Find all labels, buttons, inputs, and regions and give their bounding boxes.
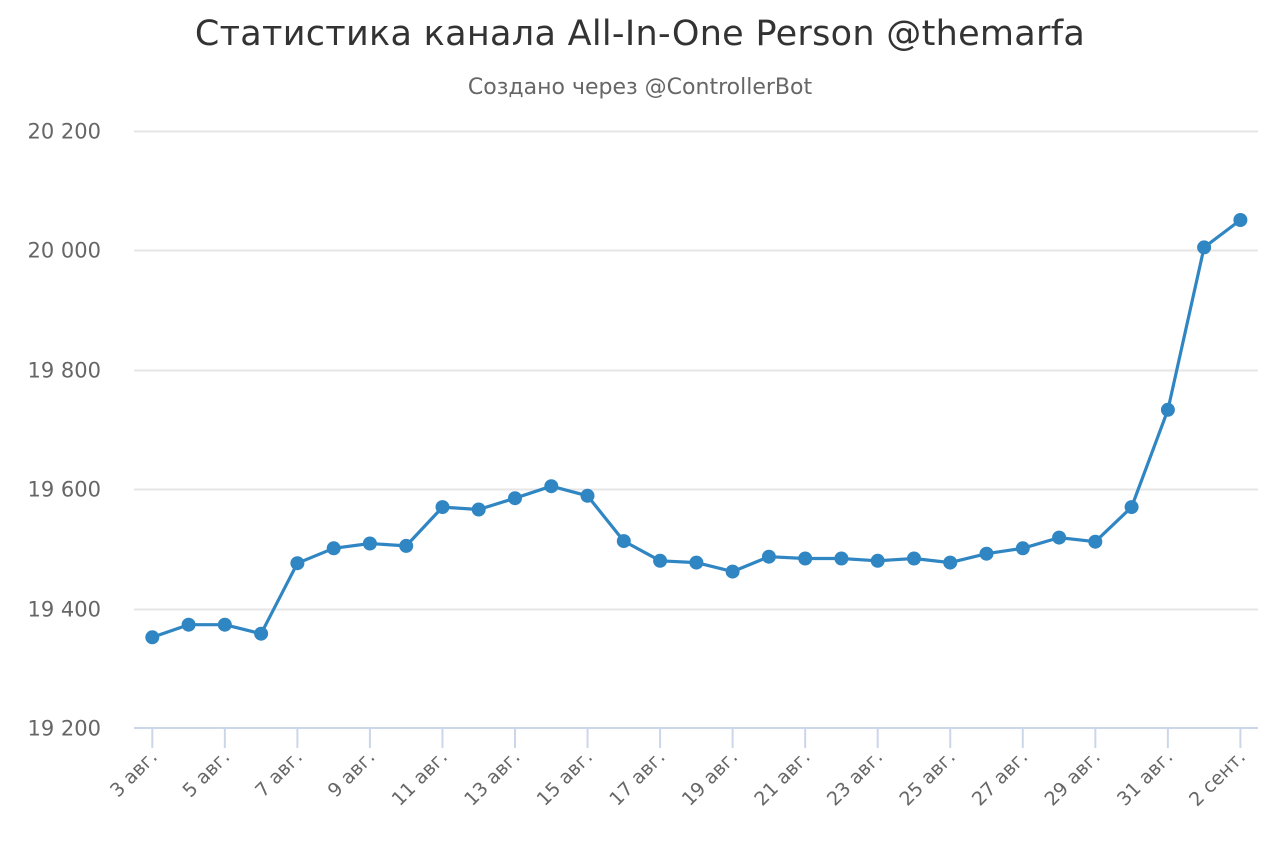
gridlines: [134, 130, 1258, 611]
series-markers: [145, 213, 1248, 645]
x-tick-label: 17 авг.: [605, 746, 669, 810]
data-point-marker[interactable]: [653, 553, 668, 568]
data-point-marker[interactable]: [761, 549, 776, 564]
x-tick-label: 3 авг.: [106, 746, 162, 802]
x-tick-label: 29 авг.: [1040, 746, 1104, 810]
x-tick-label: 27 авг.: [968, 746, 1032, 810]
x-tick-label: 9 авг.: [324, 746, 380, 802]
data-point-marker[interactable]: [326, 541, 341, 556]
data-point-marker[interactable]: [145, 630, 160, 645]
data-point-marker[interactable]: [943, 555, 958, 570]
y-tick-label: 19 200: [28, 717, 101, 741]
x-tick-label: 31 авг.: [1113, 746, 1177, 810]
data-point-marker[interactable]: [399, 538, 414, 553]
x-tick-label: 2 сент.: [1185, 746, 1250, 811]
data-point-marker[interactable]: [435, 500, 450, 515]
data-point-marker[interactable]: [1124, 500, 1139, 515]
data-point-marker[interactable]: [725, 564, 740, 579]
data-point-marker[interactable]: [1197, 240, 1212, 255]
data-point-marker[interactable]: [544, 479, 559, 494]
x-tick-label: 19 авг.: [678, 746, 742, 810]
x-tick-label: 5 авг.: [179, 746, 235, 802]
data-point-marker[interactable]: [362, 536, 377, 551]
data-point-marker[interactable]: [907, 551, 921, 566]
data-point-marker[interactable]: [1233, 213, 1248, 227]
x-tick-label: 23 авг.: [823, 746, 887, 810]
data-point-marker[interactable]: [508, 491, 522, 506]
data-point-marker[interactable]: [798, 551, 813, 566]
y-tick-label: 19 400: [28, 598, 101, 622]
data-point-marker[interactable]: [689, 555, 704, 570]
x-tick-label: 11 авг.: [388, 746, 452, 810]
x-tick-label: 7 авг.: [251, 746, 307, 802]
data-point-marker[interactable]: [290, 556, 305, 571]
y-axis-labels: 19 200 19 400 19 600 19 800 20 000 20 200: [28, 120, 101, 741]
data-point-marker[interactable]: [834, 551, 849, 566]
data-point-marker[interactable]: [471, 502, 486, 517]
y-tick-label: 20 000: [28, 239, 101, 263]
x-tick-label: 21 авг.: [750, 746, 814, 810]
x-tick-label: 25 авг.: [895, 746, 959, 810]
data-point-marker[interactable]: [580, 488, 595, 503]
series-line: [150, 218, 1243, 639]
data-point-marker[interactable]: [254, 626, 269, 641]
chart-title: Статистика канала All-In-One Person @the…: [194, 14, 1086, 54]
data-point-marker[interactable]: [1052, 530, 1067, 545]
data-point-marker[interactable]: [217, 617, 232, 632]
data-point-marker[interactable]: [1088, 534, 1103, 549]
data-point-marker[interactable]: [1015, 541, 1030, 556]
x-axis: 3 авг. 5 авг. 7 авг. 9 авг. 11 авг. 13 авг. 15…: [106, 727, 1258, 811]
data-point-marker[interactable]: [1160, 402, 1175, 417]
x-tick-label: 13 авг.: [460, 746, 524, 810]
y-tick-label: 20 200: [28, 120, 101, 144]
data-point-marker[interactable]: [979, 546, 994, 561]
data-point-marker[interactable]: [616, 534, 631, 549]
series-line-path: [150, 218, 1243, 639]
chart-subtitle: Создано через @ControllerBot: [467, 75, 813, 100]
y-tick-label: 19 800: [28, 359, 101, 383]
data-point-marker[interactable]: [870, 553, 885, 568]
x-tick-label: 15 авг.: [533, 746, 597, 810]
data-point-marker[interactable]: [181, 617, 196, 632]
y-tick-label: 19 600: [28, 478, 101, 502]
